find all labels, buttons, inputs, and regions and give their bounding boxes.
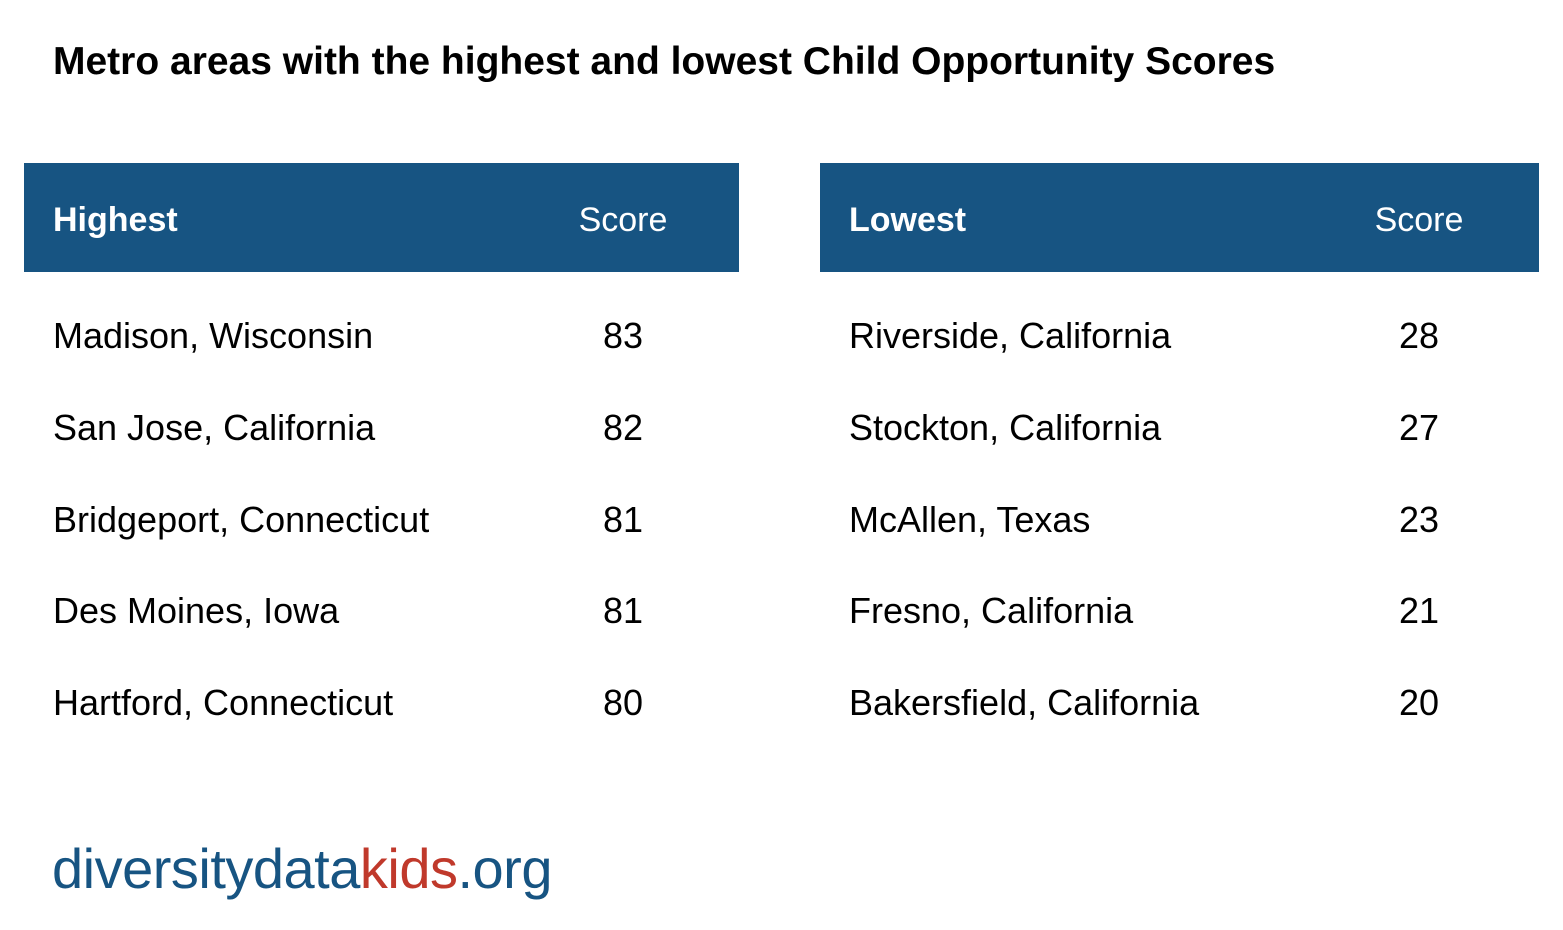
table-row: Stockton, California 27 [820,399,1539,491]
table-row: Des Moines, Iowa 81 [24,582,739,674]
metro-score: 81 [602,498,644,540]
logo-text-part1: diversitydata [52,837,360,900]
metro-name: McAllen, Texas [849,498,1091,540]
table-row: McAllen, Texas 23 [820,491,1539,583]
metro-name: San Jose, California [53,406,376,448]
metro-name: Hartford, Connecticut [53,682,394,724]
highest-table: Highest Score Madison, Wisconsin 83 San Jo… [24,163,739,766]
lowest-table: Lowest Score Riverside, California 28 Stoc… [820,163,1539,766]
table-row: Fresno, California 21 [820,582,1539,674]
table-row: Bridgeport, Connecticut 81 [24,491,739,583]
table-row: Riverside, California 28 [820,307,1539,399]
logo-text-part3: .org [457,837,552,900]
page-title: Metro areas with the highest and lowest … [53,40,1276,83]
metro-name: Fresno, California [849,590,1134,632]
highest-table-rows: Madison, Wisconsin 83 San Jose, California… [24,307,739,766]
metro-score: 82 [602,406,644,448]
metro-score: 21 [1398,590,1440,632]
metro-score: 23 [1398,498,1440,540]
lowest-table-rows: Riverside, California 28 Stockton, Califor… [820,307,1539,766]
metro-score: 27 [1398,406,1440,448]
metro-name: Bridgeport, Connecticut [53,498,430,540]
metro-score: 20 [1398,682,1440,724]
metro-name: Bakersfield, California [849,682,1200,724]
metro-name: Riverside, California [849,315,1172,356]
metro-name: Stockton, California [849,406,1162,448]
metro-score: 80 [602,682,644,724]
table-row: Hartford, Connecticut 80 [24,674,739,766]
highest-table-header: Highest Score [24,163,739,272]
table-row: San Jose, California 82 [24,399,739,491]
highest-column-header: Highest [53,201,178,239]
score-column-header: Score [1374,201,1464,239]
metro-score: 83 [602,315,644,356]
logo-text-part2: kids [359,837,458,900]
score-column-header: Score [578,201,668,239]
table-row: Madison, Wisconsin 83 [24,307,739,399]
lowest-column-header: Lowest [849,201,967,239]
metro-score: 81 [602,590,644,632]
table-row: Bakersfield, California 20 [820,674,1539,766]
lowest-table-header: Lowest Score [820,163,1539,272]
metro-name: Madison, Wisconsin [53,315,374,356]
diversitydatakids-logo: diversitydatakids.org [52,836,552,901]
metro-score: 28 [1398,315,1440,356]
metro-name: Des Moines, Iowa [53,590,340,632]
